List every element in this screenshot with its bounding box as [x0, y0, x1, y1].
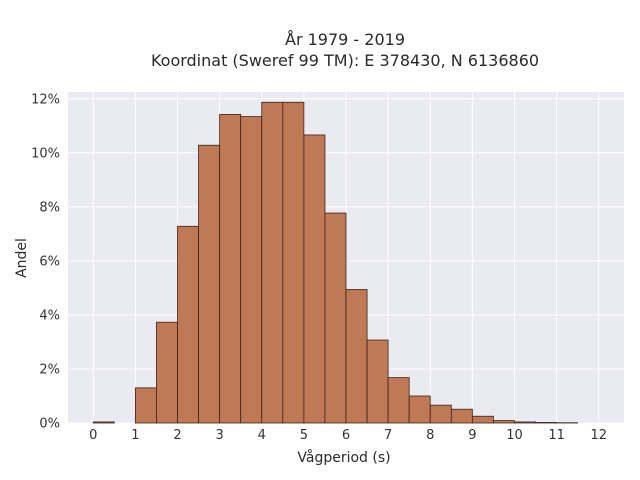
histogram-bar-0: [92, 421, 115, 424]
histogram-bar-11: [324, 212, 347, 424]
x-axis-ticks: 0 1 2 3 4 5 6 7 8 9 10 11 12: [89, 428, 607, 443]
y-tick-label: 12%: [31, 92, 60, 107]
histogram-bar-5: [198, 144, 221, 424]
x-axis-label: Vågperiod (s): [297, 449, 390, 466]
histogram-bar-17: [450, 408, 473, 424]
y-tick-label: 6%: [39, 254, 60, 269]
histogram-bar-10: [303, 134, 326, 424]
x-tick-label: 10: [506, 428, 523, 443]
y-tick-label: 8%: [39, 200, 60, 215]
x-tick-label: 2: [173, 428, 181, 443]
x-tick-label: 5: [300, 428, 308, 443]
histogram-bar-15: [408, 395, 431, 424]
histogram-bar-18: [471, 415, 494, 424]
y-axis-ticks: 0% 2% 4% 6% 8% 10% 12%: [31, 92, 60, 431]
x-tick-label: 6: [342, 428, 350, 443]
chart-title-line2: Koordinat (Sweref 99 TM): E 378430, N 61…: [151, 51, 539, 70]
x-tick-label: 12: [590, 428, 607, 443]
y-tick-label: 2%: [39, 362, 60, 377]
bars: [92, 101, 579, 424]
chart-title-line1: År 1979 - 2019: [285, 30, 405, 49]
histogram-bar-8: [261, 101, 284, 424]
histogram-bar-20: [514, 421, 536, 424]
histogram-bar-12: [345, 289, 368, 424]
y-axis-label: Andel: [14, 238, 30, 278]
histogram-bar-13: [366, 339, 389, 424]
x-tick-label: 0: [89, 428, 97, 443]
histogram-bar-16: [429, 404, 452, 424]
histogram-bar-14: [387, 377, 410, 424]
x-tick-label: 8: [426, 428, 434, 443]
histogram-bar-21: [535, 422, 558, 424]
x-tick-label: 7: [384, 428, 392, 443]
x-tick-label: 9: [468, 428, 476, 443]
histogram-bar-6: [219, 114, 242, 424]
histogram-bar-7: [240, 116, 263, 424]
y-tick-label: 4%: [39, 308, 60, 323]
histogram-bar-19: [493, 420, 515, 424]
x-tick-label: 3: [215, 428, 223, 443]
y-tick-label: 0%: [39, 417, 60, 432]
histogram-bar-4: [177, 225, 199, 424]
x-tick-label: 4: [258, 428, 266, 443]
y-tick-label: 10%: [31, 146, 60, 161]
histogram-bar-9: [282, 101, 305, 424]
x-tick-label: 1: [131, 428, 139, 443]
histogram-bar-2: [134, 387, 157, 424]
histogram-bar-3: [156, 321, 178, 424]
x-tick-label: 11: [548, 428, 565, 443]
